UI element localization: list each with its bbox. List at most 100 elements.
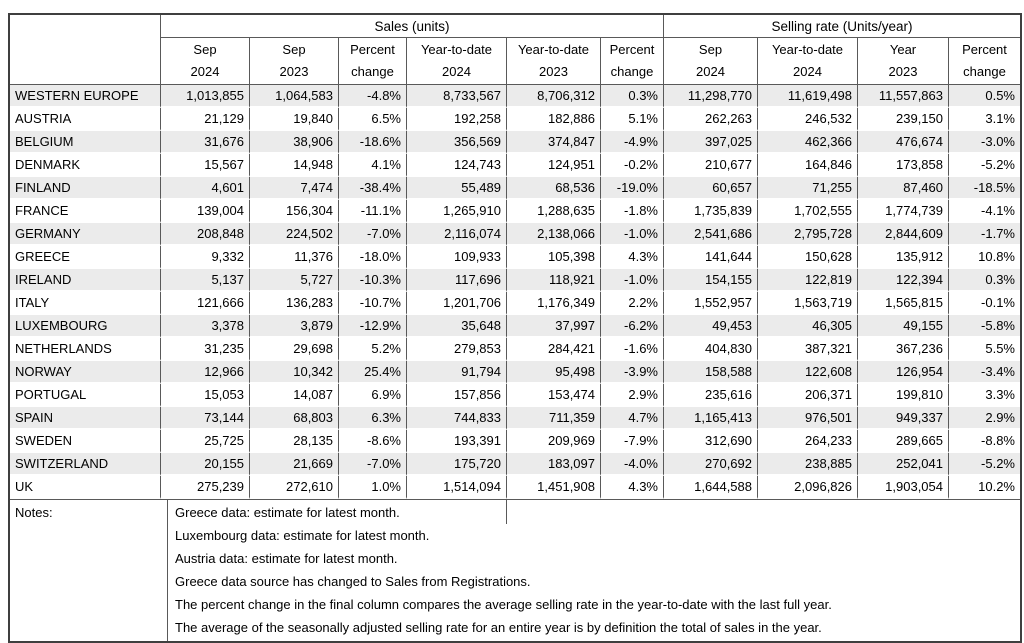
country-cell: LUXEMBOURG (10, 315, 161, 338)
value-cell: 37,997 (507, 315, 601, 338)
notes-body: Greece data: estimate for latest month. L… (168, 500, 1020, 641)
value-cell: 25.4% (339, 361, 407, 384)
sales-report-table: Sales (units) Selling rate (Units/year) … (8, 13, 1022, 643)
value-cell: 87,460 (858, 177, 949, 200)
value-cell: 21,669 (250, 453, 339, 476)
value-cell: 462,366 (758, 131, 858, 154)
value-cell: 192,258 (407, 108, 507, 131)
value-cell: 1,451,908 (507, 476, 601, 499)
value-cell: 199,810 (858, 384, 949, 407)
value-cell: 11,619,498 (758, 85, 858, 108)
value-cell: 2,138,066 (507, 223, 601, 246)
value-cell: 1,165,413 (664, 407, 758, 430)
column-header: Year-to-date 2023 (507, 38, 601, 85)
value-cell: 7,474 (250, 177, 339, 200)
value-cell: 0.5% (949, 85, 1020, 108)
note-line: The average of the seasonally adjusted s… (175, 620, 822, 635)
value-cell: 31,235 (161, 338, 250, 361)
value-cell: -18.5% (949, 177, 1020, 200)
value-cell: 105,398 (507, 246, 601, 269)
value-cell: 0.3% (601, 85, 664, 108)
value-cell: 1,514,094 (407, 476, 507, 499)
table-row: GREECE 9,332 11,376 -18.0% 109,933 105,398 4.3… (10, 246, 1020, 269)
value-cell: 374,847 (507, 131, 601, 154)
table-row: DENMARK 15,567 14,948 4.1% 124,743 124,951 -0.… (10, 154, 1020, 177)
value-cell: -1.6% (601, 338, 664, 361)
value-cell: 272,610 (250, 476, 339, 499)
value-cell: 312,690 (664, 430, 758, 453)
value-cell: 397,025 (664, 131, 758, 154)
column-header: Year-to-date 2024 (407, 38, 507, 85)
value-cell: 46,305 (758, 315, 858, 338)
value-cell: 2.2% (601, 292, 664, 315)
value-cell: -3.4% (949, 361, 1020, 384)
value-cell: 239,150 (858, 108, 949, 131)
value-cell: 6.5% (339, 108, 407, 131)
value-cell: 1,265,910 (407, 200, 507, 223)
value-cell: -10.7% (339, 292, 407, 315)
group-header-row: Sales (units) Selling rate (Units/year) (10, 15, 1020, 85)
country-cell: PORTUGAL (10, 384, 161, 407)
value-cell: 356,569 (407, 131, 507, 154)
value-cell: 210,677 (664, 154, 758, 177)
value-cell: 4.7% (601, 407, 664, 430)
value-cell: 158,588 (664, 361, 758, 384)
value-cell: 1.0% (339, 476, 407, 499)
value-cell: 164,846 (758, 154, 858, 177)
value-cell: 387,321 (758, 338, 858, 361)
value-cell: 1,288,635 (507, 200, 601, 223)
value-cell: 5,727 (250, 269, 339, 292)
value-cell: 49,453 (664, 315, 758, 338)
value-cell: 118,921 (507, 269, 601, 292)
value-cell: -1.7% (949, 223, 1020, 246)
table-row: FRANCE 139,004 156,304 -11.1% 1,265,910 1,288… (10, 200, 1020, 223)
table-row: SWEDEN 25,725 28,135 -8.6% 193,391 209,969 -7.… (10, 430, 1020, 453)
value-cell: 1,735,839 (664, 200, 758, 223)
value-cell: 4.3% (601, 246, 664, 269)
column-header: Percent change (339, 38, 407, 85)
column-header: Sep 2024 (664, 38, 758, 85)
value-cell: 68,803 (250, 407, 339, 430)
note-line: Greece data: estimate for latest month. (175, 505, 400, 520)
country-cell: ITALY (10, 292, 161, 315)
group-header-sales: Sales (units) (161, 15, 664, 38)
country-cell: DENMARK (10, 154, 161, 177)
table-row: BELGIUM 31,676 38,906 -18.6% 356,569 374,847-… (10, 131, 1020, 154)
value-cell: 289,665 (858, 430, 949, 453)
value-cell: 122,819 (758, 269, 858, 292)
value-cell: 156,304 (250, 200, 339, 223)
value-cell: -8.6% (339, 430, 407, 453)
value-cell: 71,255 (758, 177, 858, 200)
value-cell: 68,536 (507, 177, 601, 200)
value-cell: 3,378 (161, 315, 250, 338)
country-cell: NORWAY (10, 361, 161, 384)
value-cell: 1,903,054 (858, 476, 949, 499)
value-cell: 4.3% (601, 476, 664, 499)
value-cell: 55,489 (407, 177, 507, 200)
table-row: FINLAND 4,601 7,474 -38.4% 55,489 68,536 -19.0… (10, 177, 1020, 200)
country-cell: FINLAND (10, 177, 161, 200)
value-cell: 38,906 (250, 131, 339, 154)
value-cell: -0.2% (601, 154, 664, 177)
value-cell: 3.3% (949, 384, 1020, 407)
value-cell: 1,563,719 (758, 292, 858, 315)
value-cell: 49,155 (858, 315, 949, 338)
value-cell: 208,848 (161, 223, 250, 246)
table-row: GERMANY 208,848 224,502 -7.0% 2,116,074 2,138… (10, 223, 1020, 246)
value-cell: 279,853 (407, 338, 507, 361)
value-cell: 28,135 (250, 430, 339, 453)
country-cell: SWITZERLAND (10, 453, 161, 476)
country-cell: WESTERN EUROPE (10, 85, 161, 108)
value-cell: 183,097 (507, 453, 601, 476)
value-cell: 2,844,609 (858, 223, 949, 246)
value-cell: -1.0% (601, 223, 664, 246)
note-line: Greece data source has changed to Sales … (175, 574, 531, 589)
value-cell: 14,948 (250, 154, 339, 177)
value-cell: 2,795,728 (758, 223, 858, 246)
value-cell: 2,116,074 (407, 223, 507, 246)
value-cell: 139,004 (161, 200, 250, 223)
value-cell: 367,236 (858, 338, 949, 361)
value-cell: 1,774,739 (858, 200, 949, 223)
value-cell: 1,702,555 (758, 200, 858, 223)
value-cell: -5.8% (949, 315, 1020, 338)
